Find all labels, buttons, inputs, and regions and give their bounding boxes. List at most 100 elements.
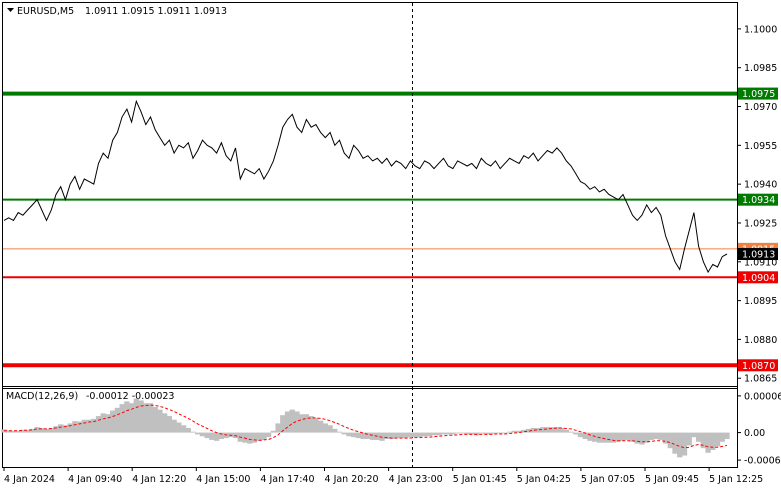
macd-bar xyxy=(629,432,636,442)
macd-bar xyxy=(204,432,210,439)
macd-bar xyxy=(209,432,215,440)
macd-bar xyxy=(336,431,343,433)
macd-bar xyxy=(294,411,300,433)
macd-bar xyxy=(176,422,182,433)
macd-bar xyxy=(100,413,106,433)
macd-bar xyxy=(677,432,683,458)
price-tick-label: 1.0985 xyxy=(744,63,777,74)
macd-bar xyxy=(199,432,206,437)
macd-bar xyxy=(681,432,688,456)
macd-bar xyxy=(81,419,87,433)
price-tick-label: 1.0925 xyxy=(744,218,777,229)
macd-bar xyxy=(710,432,716,451)
macd-bar xyxy=(695,432,702,442)
macd-bar xyxy=(615,432,621,442)
macd-bar xyxy=(620,432,626,441)
time-tick-label: 5 Jan 09:45 xyxy=(645,474,699,485)
level-price-tag xyxy=(738,193,778,206)
price-tick-label: 1.0865 xyxy=(744,374,777,385)
macd-bar xyxy=(563,429,569,433)
macd-bar xyxy=(299,414,305,433)
price-panel xyxy=(2,2,738,468)
macd-bar xyxy=(554,427,560,433)
macd-bar xyxy=(313,417,319,433)
time-tick-label: 4 Jan 23:00 xyxy=(389,474,443,485)
price-tick-label: 1.1000 xyxy=(744,24,777,35)
time-tick-label: 5 Jan 12:25 xyxy=(709,474,763,485)
macd-bar xyxy=(10,430,17,433)
macd-bar xyxy=(6,430,12,433)
macd-bar xyxy=(265,432,272,438)
macd-bar xyxy=(317,420,324,433)
macd-bar xyxy=(138,400,144,433)
macd-bar xyxy=(213,432,220,441)
macd-bar xyxy=(58,424,64,433)
macd-bar xyxy=(95,416,102,433)
price-tick-label: 1.0895 xyxy=(744,296,777,307)
macd-bar xyxy=(644,432,650,443)
macd-bar xyxy=(162,413,168,433)
macd-bar xyxy=(289,409,295,433)
macd-bar xyxy=(128,403,135,433)
time-tick-label: 4 Jan 15:00 xyxy=(196,474,250,485)
macd-bar xyxy=(577,432,584,438)
macd-signal-line xyxy=(4,404,728,449)
macd-bar xyxy=(152,406,158,433)
macd-bar xyxy=(714,432,721,447)
level-price-label: 1.0904 xyxy=(742,273,775,284)
macd-bar xyxy=(662,432,669,444)
macd-bar xyxy=(308,416,314,433)
macd-bar xyxy=(440,432,447,435)
macd-bar xyxy=(469,432,475,435)
macd-bar xyxy=(218,432,225,440)
level-price-label: 1.0975 xyxy=(742,89,775,100)
symbol-label: EURUSD,M5 xyxy=(17,6,74,17)
macd-tick-label: 0.00006 xyxy=(744,391,781,402)
macd-bar xyxy=(492,432,499,434)
macd-bar xyxy=(686,432,692,446)
macd-bar xyxy=(190,431,196,433)
macd-bar xyxy=(403,432,409,439)
macd-bar xyxy=(464,432,470,435)
ohlc-values: 1.0911 1.0915 1.0911 1.0913 xyxy=(85,6,227,17)
macd-bar xyxy=(421,432,428,437)
macd-bar xyxy=(341,432,347,435)
macd-bar xyxy=(327,425,333,433)
macd-bar xyxy=(719,432,725,442)
macd-bar xyxy=(270,430,277,433)
macd-bar xyxy=(407,432,414,438)
macd-bar xyxy=(275,423,281,433)
macd-bar xyxy=(62,425,69,433)
macd-bar xyxy=(672,432,678,454)
macd-bar xyxy=(506,431,513,433)
macd-bar xyxy=(72,421,78,433)
macd-bar xyxy=(582,432,588,440)
time-tick-label: 4 Jan 09:40 xyxy=(68,474,122,485)
macd-bar xyxy=(592,432,598,442)
macd-bar xyxy=(384,432,390,440)
macd-bar xyxy=(20,429,26,433)
macd-bar xyxy=(648,432,655,440)
macd-label: MACD(12,26,9) xyxy=(6,391,78,402)
macd-bar xyxy=(568,431,574,433)
macd-bar xyxy=(91,418,97,433)
macd-bar xyxy=(573,432,579,435)
macd-bar xyxy=(261,432,267,440)
macd-bar xyxy=(247,432,253,444)
macd-bar xyxy=(724,432,730,440)
dropdown-triangle-icon[interactable] xyxy=(7,8,14,12)
macd-bar xyxy=(105,414,111,433)
macd-bar xyxy=(147,403,154,433)
macd-bar xyxy=(256,432,262,441)
macd-bar xyxy=(133,398,139,433)
macd-bar xyxy=(525,428,532,433)
macd-bar xyxy=(436,432,442,436)
macd-bar xyxy=(431,432,437,436)
level-price-label: 1.0870 xyxy=(742,361,775,372)
macd-bar xyxy=(516,430,522,433)
macd-bar xyxy=(653,432,659,440)
macd-bar xyxy=(393,432,399,439)
macd-bar xyxy=(540,427,546,433)
macd-bar xyxy=(332,428,338,433)
